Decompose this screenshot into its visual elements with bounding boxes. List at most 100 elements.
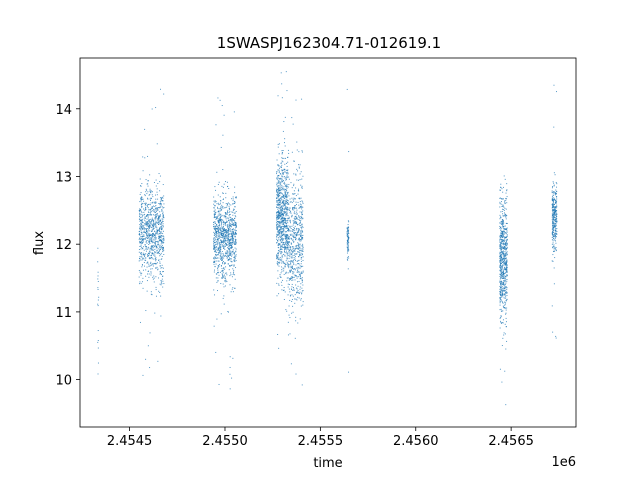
- data-point: [158, 230, 160, 232]
- data-point: [290, 201, 292, 203]
- data-point: [152, 236, 154, 238]
- data-point: [219, 210, 221, 212]
- data-point: [284, 291, 286, 293]
- data-point: [222, 241, 224, 243]
- data-point: [504, 228, 506, 230]
- data-point: [552, 228, 554, 230]
- data-point: [150, 248, 152, 250]
- data-point: [552, 217, 554, 219]
- data-point: [554, 247, 556, 249]
- data-point: [552, 206, 554, 208]
- data-point: [152, 276, 154, 278]
- data-point: [554, 214, 556, 216]
- data-point: [501, 235, 503, 237]
- data-point: [287, 265, 289, 267]
- data-point: [97, 341, 99, 343]
- data-point: [220, 247, 222, 249]
- data-point: [302, 248, 304, 250]
- data-point: [159, 246, 161, 248]
- data-point: [155, 247, 157, 249]
- data-point: [347, 268, 349, 270]
- data-point: [292, 193, 294, 195]
- data-point: [161, 231, 163, 233]
- data-point: [159, 271, 161, 273]
- data-point: [219, 245, 221, 247]
- data-point: [291, 286, 293, 288]
- data-point: [218, 260, 220, 262]
- data-point: [502, 271, 504, 273]
- data-point: [277, 240, 279, 242]
- data-point: [218, 212, 220, 214]
- data-point: [554, 174, 556, 176]
- data-point: [299, 198, 301, 200]
- data-point: [286, 214, 288, 216]
- data-point: [298, 292, 300, 294]
- data-point: [279, 275, 281, 277]
- data-point: [551, 213, 553, 215]
- data-point: [141, 218, 143, 220]
- data-point: [283, 205, 285, 207]
- data-point: [295, 239, 297, 241]
- data-point: [143, 227, 145, 229]
- data-point: [505, 279, 507, 281]
- data-point: [222, 258, 224, 260]
- data-point: [284, 226, 286, 228]
- data-point: [502, 261, 504, 263]
- data-point: [145, 191, 147, 193]
- data-point: [293, 241, 295, 243]
- data-point: [278, 170, 280, 172]
- data-point: [291, 202, 293, 204]
- data-point: [505, 300, 507, 302]
- data-point: [159, 240, 161, 242]
- data-point: [289, 278, 291, 279]
- data-point: [296, 221, 298, 223]
- data-point: [222, 246, 224, 248]
- data-point: [217, 231, 219, 233]
- data-point: [231, 233, 233, 235]
- data-point: [145, 221, 147, 223]
- data-point: [144, 217, 146, 219]
- data-point: [553, 214, 555, 216]
- data-point: [281, 216, 283, 218]
- data-point: [286, 208, 288, 210]
- data-point: [291, 257, 293, 259]
- data-point: [216, 257, 218, 259]
- data-point: [298, 251, 300, 253]
- data-point: [298, 256, 300, 258]
- data-point: [150, 261, 152, 263]
- data-point: [300, 204, 302, 206]
- data-point: [161, 255, 163, 257]
- data-point: [499, 247, 501, 249]
- data-point: [298, 219, 300, 221]
- data-point: [221, 206, 223, 208]
- data-point: [285, 248, 287, 250]
- data-point: [138, 233, 140, 235]
- data-point: [145, 230, 147, 232]
- data-point: [225, 243, 227, 245]
- data-point: [221, 256, 223, 258]
- data-point: [502, 273, 504, 275]
- data-point: [213, 225, 215, 227]
- data-point: [156, 213, 158, 215]
- data-point: [163, 237, 165, 239]
- data-point: [279, 195, 281, 197]
- data-point: [140, 192, 142, 194]
- data-point: [286, 243, 288, 245]
- data-point: [502, 305, 504, 307]
- data-point: [143, 218, 145, 220]
- data-point: [151, 230, 153, 232]
- data-point: [157, 360, 159, 362]
- data-point: [299, 230, 301, 232]
- data-point: [225, 231, 227, 233]
- data-point: [505, 233, 507, 235]
- data-point: [156, 212, 158, 214]
- data-point: [283, 244, 285, 246]
- data-point: [151, 227, 153, 229]
- data-point: [160, 226, 162, 228]
- data-point: [501, 239, 503, 241]
- data-point: [162, 247, 164, 249]
- data-point: [503, 248, 505, 250]
- data-point: [287, 209, 289, 211]
- data-point: [505, 248, 507, 250]
- data-point: [159, 239, 161, 241]
